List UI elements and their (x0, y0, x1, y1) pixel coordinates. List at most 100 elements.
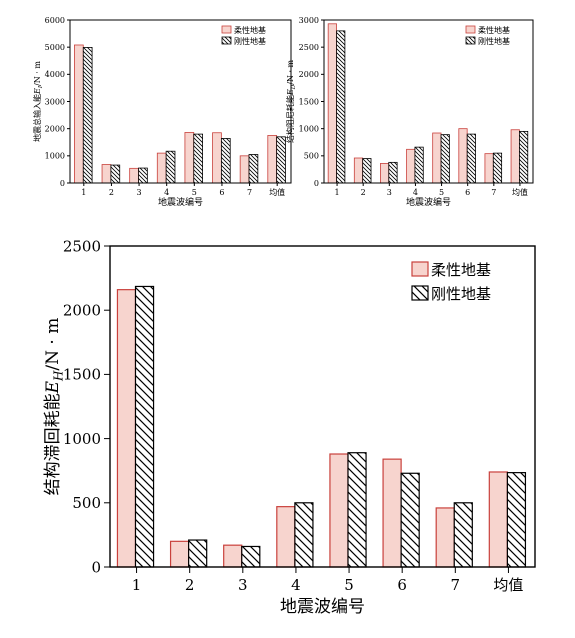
y-tick-label: 5000 (45, 43, 65, 52)
chart-2: 1 2 3 4 5 6 7 均值 0 500 1000 1500 2000 2500 3000 地震波编号 结构… (285, 16, 534, 208)
bar-rigid-8 (276, 136, 286, 184)
x-tick-label: 1 (81, 188, 86, 197)
bar-rigid-3 (241, 545, 261, 568)
bar-rigid-4 (414, 146, 424, 184)
x-tick-label: 6 (219, 188, 224, 197)
x-tick-label: 4 (291, 576, 301, 594)
bar-rigid-1 (82, 47, 93, 184)
x-tick-label: 均值 (512, 187, 528, 197)
bar-rigid-4 (165, 150, 176, 184)
y-tick-label: 3000 (299, 16, 319, 25)
bar-flexible-2 (169, 540, 190, 568)
bar-flexible-3 (380, 163, 390, 184)
bar-rigid-2 (188, 539, 208, 568)
y-axis-label: 结构滞回耗能EH/N · m (43, 318, 65, 496)
x-tick-label: 4 (164, 188, 169, 197)
bar-rigid-5 (193, 133, 203, 184)
bar-rigid-4 (294, 502, 314, 568)
y-tick-label: 6000 (45, 16, 65, 25)
bar-rigid-8 (506, 472, 527, 568)
bar-flexible-6 (212, 132, 222, 184)
x-tick-label: 6 (465, 188, 470, 197)
bar-rigid-1 (336, 30, 346, 184)
x-tick-label: 5 (192, 188, 197, 197)
bar-flexible-7 (239, 155, 250, 184)
legend-label-rigid: 刚性地基 (234, 36, 266, 46)
y-tick-label: 1000 (63, 430, 101, 448)
bar-flexible-2 (101, 164, 112, 184)
legend-label-flexible: 柔性地基 (234, 25, 266, 35)
bar-flexible-4 (276, 506, 296, 568)
plot-frame (109, 245, 536, 568)
bar-flexible-6 (382, 458, 402, 568)
bar-flexible-1 (327, 23, 337, 184)
x-tick-label: 1 (132, 576, 142, 594)
y-tick-label: 500 (304, 152, 319, 161)
bar-flexible-5 (184, 132, 195, 184)
bar-flexible-3 (223, 544, 243, 568)
y-tick-label: 1000 (299, 124, 319, 133)
y-axis-label: 地震总输入能EI/N · m (32, 61, 44, 142)
bar-flexible-1 (116, 289, 137, 568)
x-tick-label: 均值 (493, 576, 523, 594)
x-tick-label: 7 (247, 188, 252, 197)
x-tick-label: 7 (491, 188, 496, 197)
y-axis-label: 结构阻尼耗能ED/N · m (285, 59, 297, 143)
x-tick-label: 1 (335, 188, 340, 197)
x-axis-label: 地震波编号 (280, 597, 365, 617)
x-tick-label: 7 (451, 576, 461, 594)
x-tick-label: 3 (387, 188, 392, 197)
bar-flexible-7 (484, 153, 494, 184)
legend-swatch-rigid (465, 36, 476, 45)
x-tick-label: 4 (413, 188, 418, 197)
x-tick-label: 均值 (269, 187, 285, 197)
bar-rigid-2 (110, 164, 121, 184)
bar-flexible-2 (353, 157, 364, 184)
y-tick-label: 500 (72, 494, 101, 512)
chart-3: 1 2 3 4 5 6 7 均值 0 500 1000 1500 2000 2500 地震波编号 结构滞回耗能… (43, 237, 536, 617)
x-tick-label: 2 (185, 576, 195, 594)
y-tick-label: 2000 (299, 70, 319, 79)
bar-rigid-7 (453, 502, 473, 568)
x-tick-label: 5 (439, 188, 444, 197)
y-tick-label: 2000 (63, 301, 101, 319)
bar-flexible-4 (156, 152, 167, 184)
bar-flexible-7 (435, 507, 455, 568)
x-tick-label: 2 (109, 188, 114, 197)
bar-rigid-3 (388, 161, 398, 184)
chart-1: 1 2 3 4 5 6 7 均值 0 1000 2000 3000 4000 5000 6000 地震波编号 地… (32, 16, 292, 208)
x-axis-label: 地震波编号 (158, 196, 203, 208)
bar-flexible-8 (510, 129, 520, 184)
bar-flexible-8 (267, 135, 278, 184)
bar-flexible-3 (129, 167, 139, 184)
y-tick-label: 2500 (299, 43, 319, 52)
bar-rigid-5 (347, 452, 367, 568)
y-tick-label: 0 (314, 179, 319, 188)
bar-flexible-1 (74, 44, 84, 184)
x-tick-label: 3 (137, 188, 142, 197)
y-tick-label: 0 (91, 558, 101, 576)
legend-label-flexible: 柔性地基 (478, 25, 510, 35)
legend-label-rigid: 刚性地基 (431, 285, 491, 303)
legend-label-flexible: 柔性地基 (431, 261, 491, 279)
y-tick-label: 4000 (45, 70, 65, 79)
legend-swatch-flexible (221, 25, 232, 34)
y-tick-label: 3000 (45, 97, 65, 106)
y-tick-label: 1000 (45, 152, 65, 161)
bar-flexible-5 (432, 132, 442, 184)
legend-swatch-flexible (465, 25, 476, 34)
bar-rigid-5 (440, 134, 450, 184)
bar-flexible-8 (488, 471, 508, 568)
legend-swatch-rigid (221, 36, 232, 45)
legend-swatch-flexible (411, 261, 429, 277)
bar-flexible-5 (329, 453, 349, 568)
bar-rigid-6 (466, 133, 476, 184)
x-tick-label: 2 (361, 188, 366, 197)
bar-rigid-3 (138, 167, 148, 184)
x-tick-label: 6 (397, 576, 407, 594)
x-tick-label: 3 (238, 576, 248, 594)
x-axis-label: 地震波编号 (406, 196, 451, 208)
y-tick-label: 2500 (63, 237, 101, 255)
y-tick-label: 1500 (63, 366, 101, 384)
y-tick-label: 1500 (299, 97, 319, 106)
